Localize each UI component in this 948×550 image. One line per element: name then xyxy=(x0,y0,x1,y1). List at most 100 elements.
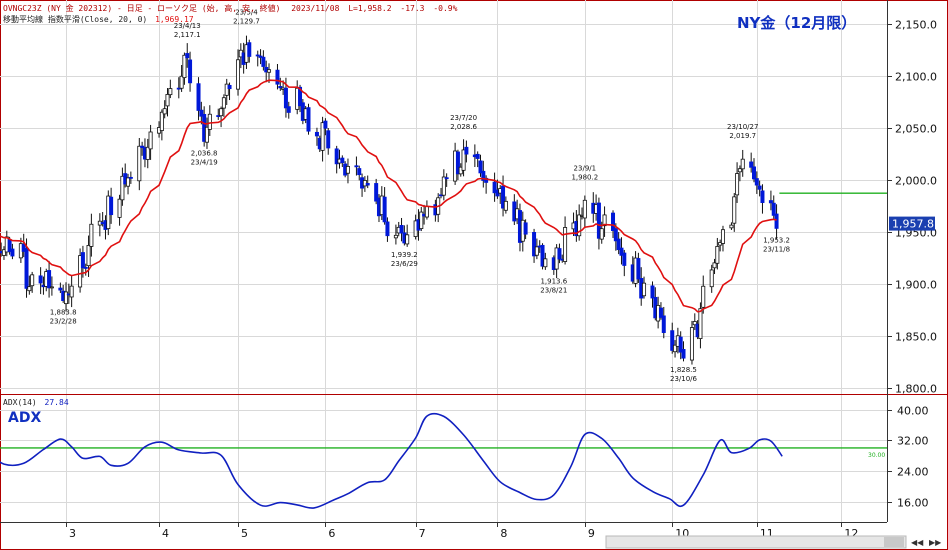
candle-up xyxy=(709,269,714,288)
candle-down xyxy=(374,183,379,202)
x-tick-label: 3 xyxy=(69,527,76,540)
candle-down xyxy=(501,185,506,209)
x-tick-label: 7 xyxy=(419,527,426,540)
candle-up xyxy=(137,145,142,182)
candle-down xyxy=(47,270,52,289)
candle-down xyxy=(275,69,280,85)
candle-down xyxy=(247,42,252,57)
candle-up xyxy=(582,199,587,219)
candle-down xyxy=(678,336,683,353)
candle-up xyxy=(1,249,6,256)
candle-up xyxy=(120,175,125,201)
candle-down xyxy=(557,248,562,260)
candle-down xyxy=(109,196,114,216)
adx-grid: 16.00 24.00 32.00 40.00 xyxy=(0,405,929,510)
annotation-value: 23/6/29 xyxy=(391,260,418,268)
candle-up xyxy=(30,274,35,287)
candle-down xyxy=(306,107,311,132)
candle-up xyxy=(543,258,548,268)
annotation-value: 2,117.1 xyxy=(174,31,201,39)
candle-down xyxy=(752,166,757,180)
candle-down xyxy=(255,54,260,57)
annotation-value: 23/10/6 xyxy=(670,375,698,383)
annotation-label: 1,913.6 xyxy=(540,278,567,286)
annotation-value: 2,129.7 xyxy=(233,18,260,26)
candle-down xyxy=(24,248,29,289)
candle-up xyxy=(179,75,184,89)
candle-up xyxy=(461,149,466,171)
annotation-label: 1,828.5 xyxy=(670,366,697,374)
x-tick-label: 5 xyxy=(241,527,248,540)
annotation-label: 2,036.8 xyxy=(191,149,218,157)
y-tick-label: 1,850.0 xyxy=(895,331,937,344)
price-marks: 1,957.8 1,883.823/2/28 23/4/132,117.1 2,036… xyxy=(0,9,935,383)
y-tick-label: 2,150.0 xyxy=(895,19,937,32)
candle-up xyxy=(159,111,164,131)
candle-down xyxy=(176,87,181,90)
adx-marks: 30.00 xyxy=(0,412,887,509)
candle-down xyxy=(385,221,390,237)
adx-panel-label: ADX xyxy=(8,410,41,426)
next-page-icon[interactable]: ▶▶ xyxy=(929,538,942,547)
ema-line xyxy=(0,79,777,313)
candle-down xyxy=(227,84,232,90)
y-tick-label: 1,800.0 xyxy=(895,383,937,396)
candle-down xyxy=(10,248,15,257)
scrollbar[interactable]: ◀◀ ▶▶ xyxy=(605,535,942,549)
candle-down xyxy=(540,244,545,267)
candle-down xyxy=(196,83,201,111)
candle-down xyxy=(278,86,283,89)
annotation-label: 23/10/27 xyxy=(727,123,758,131)
candle-down xyxy=(478,160,483,174)
annotation-label: 23/9/1 xyxy=(574,164,597,172)
annotation-value: 2,028.6 xyxy=(450,123,477,131)
candle-up xyxy=(441,176,446,196)
adx-line xyxy=(0,412,783,509)
annotation-value: 23/8/21 xyxy=(540,287,567,295)
scrollbar-track[interactable] xyxy=(605,535,907,549)
candle-down xyxy=(484,177,489,183)
candle-up xyxy=(162,108,167,115)
annotation-value: 23/2/28 xyxy=(50,318,77,326)
candle-down xyxy=(596,202,601,239)
candle-up xyxy=(642,282,647,297)
candle-down xyxy=(314,131,319,137)
candle-down xyxy=(21,243,26,252)
candle-up xyxy=(735,173,740,196)
candle-up xyxy=(720,229,725,244)
candle-down xyxy=(523,222,528,235)
candle-down xyxy=(185,53,190,59)
candle-down xyxy=(365,183,370,186)
candle-up xyxy=(219,108,224,117)
candle-down xyxy=(532,232,537,257)
candle-down xyxy=(754,178,759,186)
candle-down xyxy=(481,170,486,181)
candle-down xyxy=(619,247,624,256)
scrollbar-thumb[interactable] xyxy=(884,537,904,547)
candle-down xyxy=(286,106,291,113)
y-tick-label: 1,900.0 xyxy=(895,279,937,292)
candle-down xyxy=(636,258,641,280)
candle-up xyxy=(224,83,229,96)
candle-down xyxy=(670,330,675,351)
candle-up xyxy=(393,234,398,239)
candle-down xyxy=(83,267,88,269)
annotation-label: 1,883.8 xyxy=(50,309,77,317)
candle-up xyxy=(69,285,74,298)
candle-down xyxy=(399,224,404,234)
adx-y-tick-label: 40.00 xyxy=(897,405,929,418)
candle-up xyxy=(64,291,69,305)
candle-down xyxy=(613,228,618,242)
candle-up xyxy=(345,166,350,174)
candle-up xyxy=(729,224,734,229)
adx-y-tick-label: 32.00 xyxy=(897,435,929,448)
annotation-value: 2,019.7 xyxy=(729,132,756,140)
candle-down xyxy=(661,315,666,333)
candle-up xyxy=(732,196,737,224)
prev-page-icon[interactable]: ◀◀ xyxy=(911,538,924,547)
candle-up xyxy=(563,227,568,262)
symbol-header: OVNGC23Z (NY 金 202312) - 日足 - ローソク足 (始, … xyxy=(3,3,458,13)
candle-down xyxy=(622,252,627,266)
